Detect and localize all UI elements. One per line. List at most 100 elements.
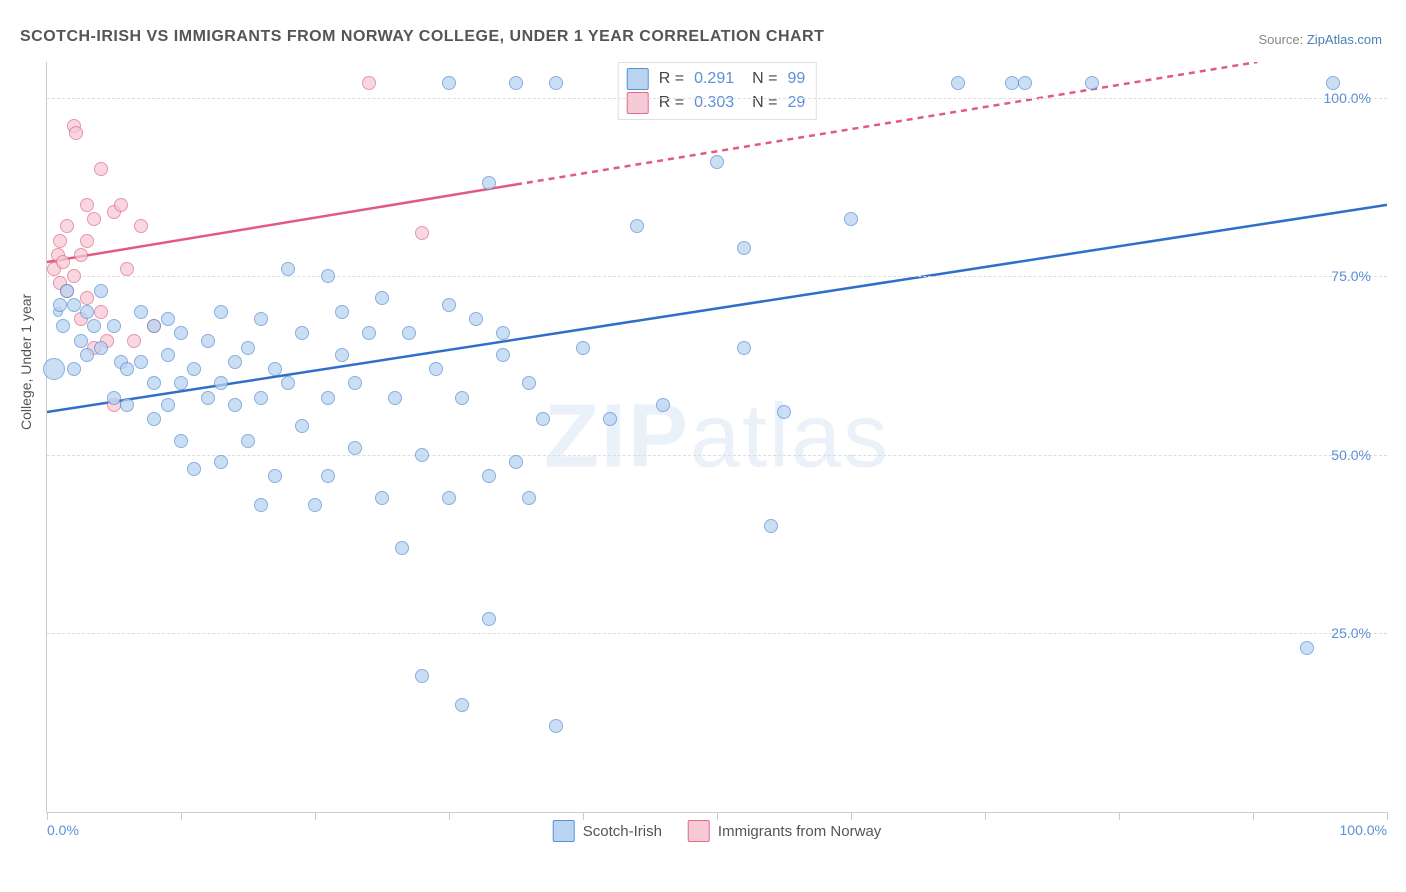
x-tick [985,812,986,820]
y-tick-label: 75.0% [1331,268,1371,284]
scatter-point [737,241,751,255]
scatter-point [214,455,228,469]
r-label: R = [659,91,684,115]
scatter-point [576,341,590,355]
scatter-point [80,348,94,362]
scatter-point [375,291,389,305]
legend-label-blue: Scotch-Irish [583,823,662,840]
scatter-point [87,319,101,333]
scatter-point [174,326,188,340]
chart-plot-area: ZIPatlas R = 0.291 N = 99 R = 0.303 N = … [46,62,1387,813]
scatter-point [120,398,134,412]
scatter-point [603,412,617,426]
scatter-point [228,355,242,369]
scatter-point [710,155,724,169]
scatter-point [74,248,88,262]
source-attribution: Source: ZipAtlas.com [1258,32,1382,47]
scatter-point [348,441,362,455]
scatter-point [482,469,496,483]
scatter-point [80,291,94,305]
scatter-point [362,76,376,90]
scatter-point [107,391,121,405]
source-link[interactable]: ZipAtlas.com [1307,32,1382,47]
scatter-point [201,391,215,405]
swatch-pink [627,92,649,114]
scatter-point [53,298,67,312]
y-tick-label: 100.0% [1324,90,1371,106]
scatter-point [844,212,858,226]
scatter-point [254,312,268,326]
scatter-point [254,391,268,405]
scatter-point [295,419,309,433]
r-label: R = [659,67,684,91]
gridline [47,633,1387,634]
correlation-legend: R = 0.291 N = 99 R = 0.303 N = 29 [618,62,817,120]
n-label: N = [752,91,777,115]
scatter-point [67,298,81,312]
scatter-point [549,719,563,733]
scatter-point [496,326,510,340]
source-prefix: Source: [1258,32,1306,47]
scatter-point [241,341,255,355]
scatter-point [321,269,335,283]
scatter-point [375,491,389,505]
x-axis-min-label: 0.0% [47,822,79,838]
scatter-point [1326,76,1340,90]
x-tick [583,812,584,820]
scatter-point [174,376,188,390]
scatter-point [67,362,81,376]
scatter-point [764,519,778,533]
scatter-point [415,669,429,683]
legend-row-pink: R = 0.303 N = 29 [627,91,806,115]
scatter-point [80,305,94,319]
scatter-point [1300,641,1314,655]
x-tick [1387,812,1388,820]
scatter-point [254,498,268,512]
scatter-point [429,362,443,376]
x-tick [717,812,718,820]
scatter-point [214,305,228,319]
scatter-point [120,262,134,276]
scatter-point [522,491,536,505]
y-tick-label: 25.0% [1331,625,1371,641]
scatter-point [442,298,456,312]
n-label: N = [752,67,777,91]
scatter-point [1018,76,1032,90]
scatter-point [201,334,215,348]
scatter-point [67,269,81,283]
scatter-point [321,469,335,483]
scatter-point [455,698,469,712]
scatter-point [120,362,134,376]
scatter-point [161,312,175,326]
scatter-point [60,219,74,233]
scatter-point [80,198,94,212]
scatter-point [335,348,349,362]
scatter-point [187,362,201,376]
r-value-pink: 0.303 [694,91,734,115]
gridline [47,455,1387,456]
scatter-point [335,305,349,319]
scatter-point [53,234,67,248]
scatter-point [60,284,74,298]
chart-title: SCOTCH-IRISH VS IMMIGRANTS FROM NORWAY C… [20,28,824,46]
scatter-point [268,469,282,483]
scatter-point [87,212,101,226]
scatter-point [295,326,309,340]
scatter-point [455,391,469,405]
scatter-point [395,541,409,555]
series-legend: Scotch-Irish Immigrants from Norway [553,820,882,842]
scatter-point [951,76,965,90]
scatter-point [241,434,255,448]
scatter-point [522,376,536,390]
scatter-point [415,448,429,462]
scatter-point [281,376,295,390]
scatter-point [147,376,161,390]
x-tick [851,812,852,820]
y-axis-label: College, Under 1 year [18,294,34,430]
scatter-point [94,162,108,176]
scatter-point [308,498,322,512]
gridline [47,276,1387,277]
watermark: ZIPatlas [544,386,890,489]
scatter-point [134,355,148,369]
scatter-point [127,334,141,348]
